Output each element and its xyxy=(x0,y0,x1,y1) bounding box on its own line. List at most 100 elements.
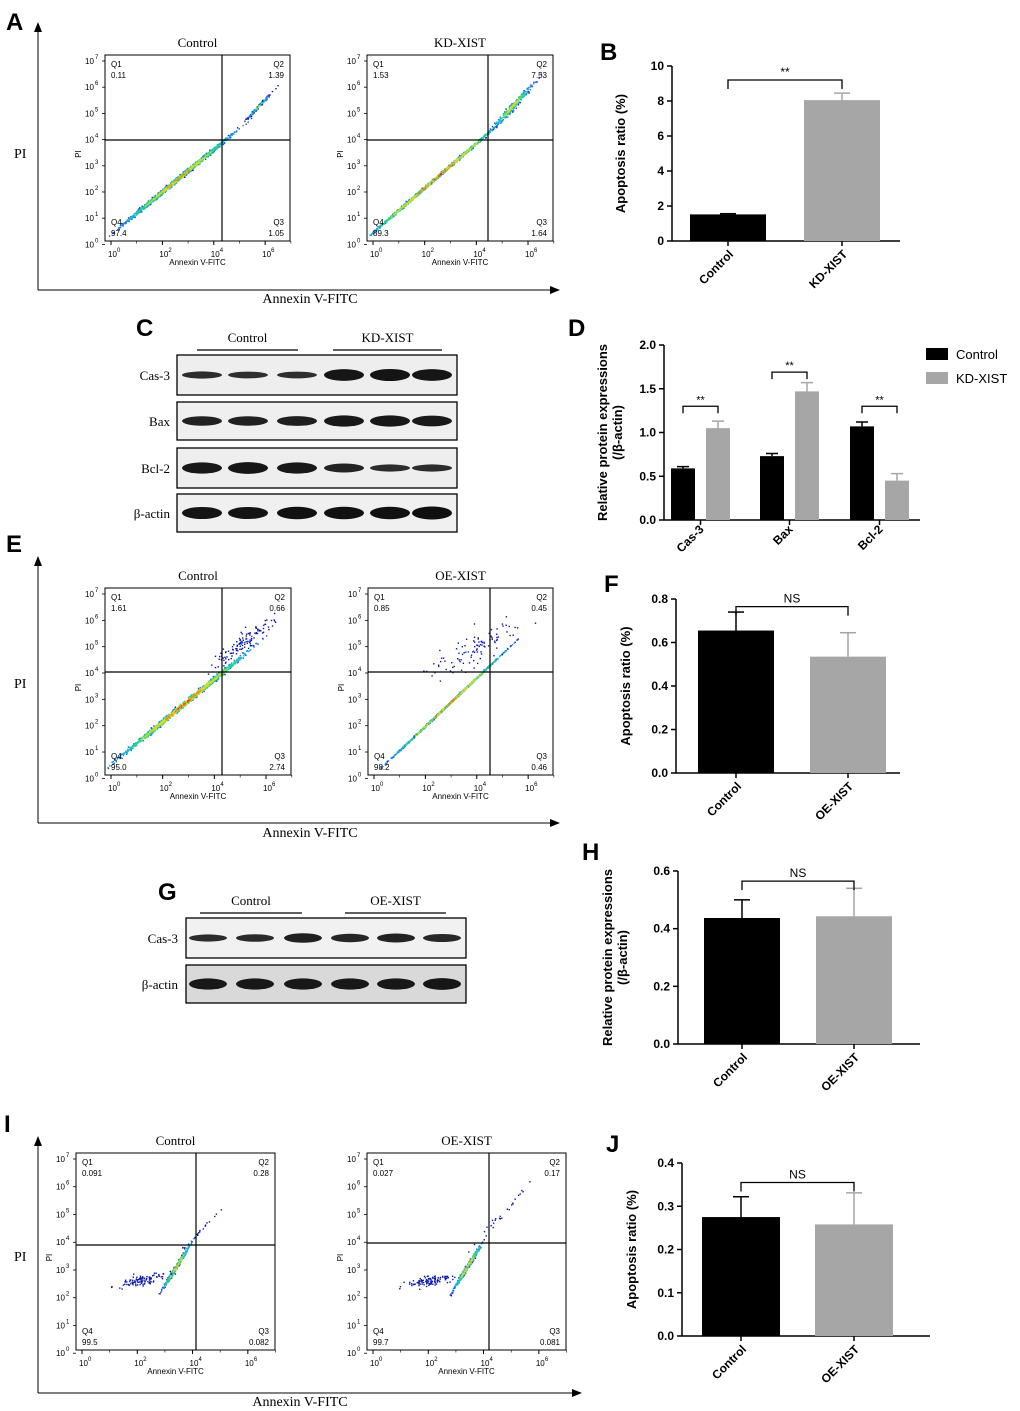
flow-dot xyxy=(235,131,238,133)
flow-dot xyxy=(439,174,441,176)
flow-dot xyxy=(218,675,220,677)
flow-dot xyxy=(184,174,186,176)
flow-dot xyxy=(116,757,119,759)
flow-dot xyxy=(253,110,255,112)
flow-dot xyxy=(157,192,160,194)
flow-dot xyxy=(472,146,474,149)
flow-dot xyxy=(459,158,461,160)
flow-dot xyxy=(265,98,267,100)
flow-dot xyxy=(198,688,200,691)
flow-dot xyxy=(242,124,244,127)
flow-dot xyxy=(236,658,239,660)
flow-dot xyxy=(210,154,212,156)
flow-dot xyxy=(485,136,487,139)
flow-dot xyxy=(479,140,481,142)
flow-dot xyxy=(133,213,135,215)
flow-dot xyxy=(172,181,174,183)
flow-dot xyxy=(258,105,261,107)
flow-dot xyxy=(175,181,177,183)
quadrant-Q4-name: Q4 xyxy=(373,218,384,227)
flow-dot xyxy=(126,219,128,221)
flow-title: Control xyxy=(178,568,218,583)
flow-dot xyxy=(173,183,176,186)
flow-dot xyxy=(489,130,491,133)
flow-dot xyxy=(207,682,209,684)
flow-dot xyxy=(492,127,495,129)
flow-dot xyxy=(187,697,190,699)
flow-dot xyxy=(443,171,445,173)
flow-dot xyxy=(509,112,511,114)
flow-dot xyxy=(120,754,122,756)
flow-dot xyxy=(475,143,477,145)
flow-dot xyxy=(140,209,142,211)
flow-dot xyxy=(500,121,503,123)
flow-dot xyxy=(503,111,506,113)
flow-dot xyxy=(212,148,214,150)
flow-dots xyxy=(108,85,279,237)
flow-dot xyxy=(186,167,189,170)
flow-dot xyxy=(454,160,456,163)
flow-dot xyxy=(165,187,168,190)
flow-dot xyxy=(422,189,424,191)
flow-dot xyxy=(229,666,232,668)
flow-dot xyxy=(138,208,140,210)
flow-dot xyxy=(533,82,535,85)
flow-dot xyxy=(193,163,195,166)
flow-dot xyxy=(152,727,155,729)
flow-dot xyxy=(408,201,410,203)
flow-dot xyxy=(247,118,249,120)
flow-dot xyxy=(522,92,525,94)
flow-dot xyxy=(377,226,380,228)
flow-dot xyxy=(496,126,498,129)
flow-dot xyxy=(204,158,207,160)
flow-dot xyxy=(139,210,142,213)
flow-ytick-label: 10 xyxy=(85,136,94,145)
flow-dot xyxy=(118,228,120,231)
flow-dot xyxy=(413,196,415,198)
flow-dot xyxy=(435,177,437,179)
flow-dot xyxy=(518,96,520,99)
flow-dot xyxy=(377,228,379,231)
flow-dot xyxy=(154,194,157,197)
flow-dot xyxy=(442,172,444,174)
panel-label-I: I xyxy=(4,1111,11,1138)
flow-dot xyxy=(240,658,242,660)
flow-dot xyxy=(436,177,438,179)
flow-dot xyxy=(416,194,418,196)
flow-ytick-exp: 0 xyxy=(95,238,99,244)
flow-dot xyxy=(212,149,214,152)
flow-dot xyxy=(235,660,237,663)
flow-dot xyxy=(217,678,220,680)
flow-dot xyxy=(232,664,234,667)
flow-dot xyxy=(262,99,264,102)
flow-dot xyxy=(130,747,132,749)
flow-dot xyxy=(380,226,382,228)
flow-dot xyxy=(212,681,214,683)
flow-dot xyxy=(256,108,258,110)
flow-dot xyxy=(209,151,211,153)
flow-dot xyxy=(379,226,381,229)
flow-xtick-label: 10 xyxy=(370,250,379,259)
flow-dot xyxy=(210,151,212,153)
flow-dot xyxy=(173,182,175,184)
flow-dot xyxy=(455,159,458,161)
flow-dot xyxy=(374,229,376,232)
flow-dot xyxy=(447,165,450,168)
flow-dot xyxy=(147,203,149,206)
flow-dot xyxy=(207,154,210,156)
flow-dot xyxy=(179,703,182,705)
flow-dot xyxy=(145,206,147,208)
flow-dot xyxy=(511,110,514,112)
flow-dot xyxy=(167,185,170,188)
flow-dot xyxy=(214,149,217,151)
flow-dot xyxy=(199,159,201,161)
flow-dot xyxy=(515,107,518,109)
quadrant-Q1-value: 1.53 xyxy=(373,71,389,80)
flow-dot xyxy=(200,161,202,163)
flow-dot xyxy=(498,118,501,121)
flow-dot xyxy=(188,169,190,171)
flow-dot xyxy=(522,94,524,96)
flow-dot xyxy=(405,204,407,206)
flow-ytick-label: 10 xyxy=(347,240,356,249)
